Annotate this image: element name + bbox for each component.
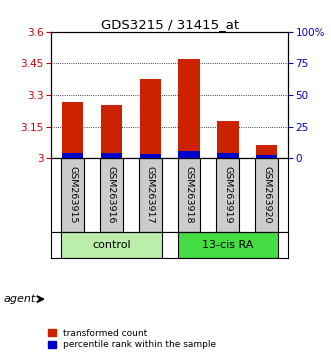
FancyBboxPatch shape: [61, 232, 162, 258]
Bar: [62, 153, 83, 158]
Bar: [256, 155, 277, 158]
Bar: [217, 153, 239, 158]
Text: GSM263920: GSM263920: [262, 166, 271, 224]
FancyBboxPatch shape: [61, 158, 84, 232]
Bar: [140, 154, 161, 158]
FancyBboxPatch shape: [178, 232, 278, 258]
Text: GSM263919: GSM263919: [223, 166, 232, 224]
FancyBboxPatch shape: [178, 158, 201, 232]
FancyBboxPatch shape: [100, 158, 123, 232]
Bar: [178, 59, 200, 158]
FancyBboxPatch shape: [255, 158, 278, 232]
Bar: [217, 121, 239, 158]
Text: 13-cis RA: 13-cis RA: [202, 240, 254, 250]
Bar: [101, 104, 122, 158]
Bar: [178, 152, 200, 158]
FancyBboxPatch shape: [216, 158, 239, 232]
Text: GSM263918: GSM263918: [185, 166, 194, 224]
Title: GDS3215 / 31415_at: GDS3215 / 31415_at: [101, 18, 239, 31]
Text: agent: agent: [3, 294, 35, 304]
Text: control: control: [92, 240, 131, 250]
Text: GSM263915: GSM263915: [68, 166, 77, 224]
FancyBboxPatch shape: [139, 158, 162, 232]
Bar: [256, 145, 277, 158]
Bar: [101, 153, 122, 158]
Bar: [140, 79, 161, 158]
Legend: transformed count, percentile rank within the sample: transformed count, percentile rank withi…: [48, 329, 216, 349]
Bar: [62, 102, 83, 158]
Text: GSM263916: GSM263916: [107, 166, 116, 224]
Text: GSM263917: GSM263917: [146, 166, 155, 224]
